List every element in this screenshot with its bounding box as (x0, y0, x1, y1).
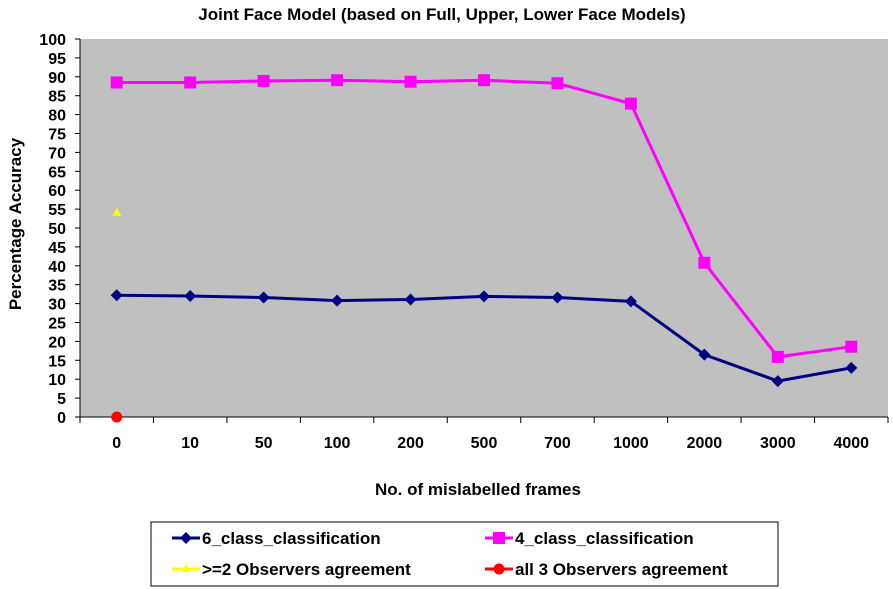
data-point (331, 74, 344, 87)
data-point (331, 294, 344, 307)
y-tick-label: 80 (48, 108, 66, 125)
data-point (845, 340, 858, 353)
x-axis-title: No. of mislabelled frames (375, 480, 581, 499)
data-point (845, 361, 858, 374)
data-point (478, 290, 490, 303)
chart-title: Joint Face Model (based on Full, Upper, … (198, 5, 685, 24)
y-tick-label: 95 (48, 51, 66, 68)
x-axis: 0 10 50 100 200 500 700 1000 2000 3000 4000 (79, 416, 889, 452)
data-point (257, 74, 270, 87)
x-tick-label: 1000 (613, 435, 649, 452)
y-tick-label: 45 (48, 240, 66, 257)
x-tick-label: 700 (544, 435, 571, 452)
data-point (551, 77, 564, 90)
legend-label: 6_class_classification (202, 529, 381, 548)
data-point (110, 76, 123, 89)
legend-marker (180, 532, 192, 544)
y-tick-label: 25 (48, 316, 66, 333)
series-layer (110, 74, 858, 423)
legend: 6_class_classification 4_class_classifica… (150, 521, 779, 587)
x-tick-label: 2000 (687, 435, 723, 452)
x-tick-label: 3000 (760, 435, 796, 452)
y-tick-label: 90 (48, 70, 66, 87)
data-point (110, 289, 123, 302)
x-tick-label: 0 (112, 435, 121, 452)
legend-marker (493, 532, 505, 544)
y-tick-label: 15 (48, 353, 66, 370)
y-tick-label: 55 (48, 202, 66, 219)
y-axis-title: Percentage Accuracy (6, 137, 25, 310)
data-point (404, 75, 417, 88)
data-point (698, 256, 711, 269)
data-point (551, 291, 564, 304)
x-tick-label: 50 (255, 435, 273, 452)
legend-label: 4_class_classification (515, 529, 694, 548)
legend-entry: all 3 Observers agreement (485, 560, 728, 579)
plot-area (80, 39, 888, 417)
data-point (111, 411, 123, 423)
y-tick-label: 0 (57, 410, 66, 427)
legend-label: all 3 Observers agreement (515, 560, 728, 579)
data-point (257, 291, 270, 304)
y-tick-label: 10 (48, 372, 66, 389)
y-tick-label: 35 (48, 278, 66, 295)
x-tick-label: 100 (324, 435, 351, 452)
data-point (771, 350, 784, 363)
data-point (112, 207, 122, 216)
legend-entry: 6_class_classification (172, 529, 381, 548)
data-point (624, 97, 637, 110)
series-3 (111, 411, 123, 423)
legend-label: >=2 Observers agreement (202, 560, 411, 579)
data-point (698, 348, 711, 361)
y-tick-label: 50 (48, 221, 66, 238)
data-point (184, 76, 197, 89)
x-tick-label: 10 (181, 435, 199, 452)
y-tick-label: 75 (48, 127, 66, 144)
y-tick-label: 70 (48, 145, 66, 162)
legend-entry: >=2 Observers agreement (172, 560, 411, 579)
y-tick-label: 100 (39, 32, 66, 49)
legend-marker (181, 564, 191, 572)
data-point (624, 295, 637, 308)
y-tick-label: 5 (57, 391, 66, 408)
legend-box (150, 521, 779, 587)
y-tick-label: 20 (48, 334, 66, 351)
series-2 (112, 207, 122, 216)
data-point (184, 290, 197, 303)
data-point (404, 293, 417, 306)
series-0 (110, 289, 858, 388)
y-tick-label: 85 (48, 89, 66, 106)
y-tick-label: 30 (48, 297, 66, 314)
data-point (478, 74, 490, 87)
series-1 (110, 74, 858, 363)
legend-marker (493, 563, 505, 575)
y-tick-label: 40 (48, 259, 66, 276)
y-tick-label: 65 (48, 164, 66, 181)
legend-entry: 4_class_classification (485, 529, 694, 548)
y-tick-label: 60 (48, 183, 66, 200)
x-tick-label: 4000 (833, 435, 869, 452)
x-tick-label: 500 (471, 435, 498, 452)
x-tick-label: 200 (397, 435, 424, 452)
data-point (771, 375, 784, 388)
